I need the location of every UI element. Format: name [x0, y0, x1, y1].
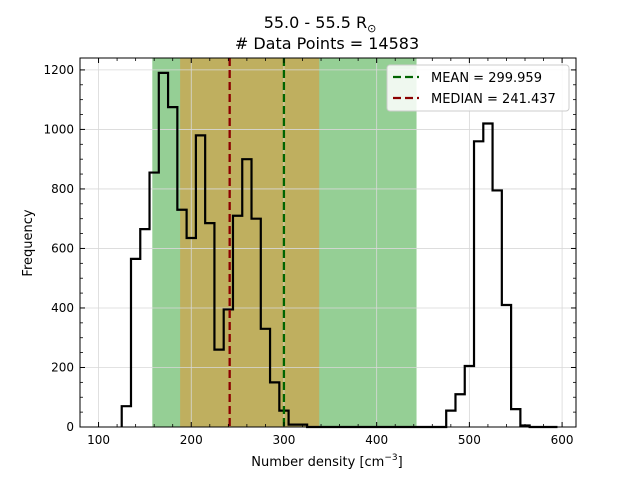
- axes-frame: [79, 57, 577, 428]
- x-tick-label: 400: [365, 433, 388, 447]
- y-tick-label: 0: [66, 420, 74, 434]
- y-tick-label: 1200: [43, 63, 74, 77]
- x-tick-label: 600: [551, 433, 574, 447]
- chart-title-line2: # Data Points = 14583: [235, 34, 419, 53]
- chart-title-line1: 55.0 - 55.5 R⊙: [264, 13, 377, 35]
- x-axis-label: Number density [cm−3]: [251, 453, 402, 470]
- plot-area: 100 200 300 400 500 600 0 200 400 600 800 1000 1200 M…: [43, 57, 577, 447]
- legend-label-1: MEDIAN = 241.437: [431, 92, 556, 107]
- legend-box: [386, 64, 570, 112]
- y-tick-label: 1000: [43, 122, 74, 136]
- legend-label-0: MEAN = 299.959: [431, 71, 542, 86]
- y-tick-label: 800: [51, 182, 74, 196]
- x-tick-label: 300: [273, 433, 296, 447]
- x-tick-label: 100: [87, 433, 110, 447]
- y-tick-label: 400: [51, 301, 74, 315]
- shaded-band-1: [180, 58, 320, 427]
- y-tick-label: 600: [51, 241, 74, 255]
- y-tick-label: 200: [51, 360, 74, 374]
- x-tick-label: 500: [458, 433, 481, 447]
- y-axis-label: Frequency: [21, 209, 36, 276]
- x-tick-label: 200: [180, 433, 203, 447]
